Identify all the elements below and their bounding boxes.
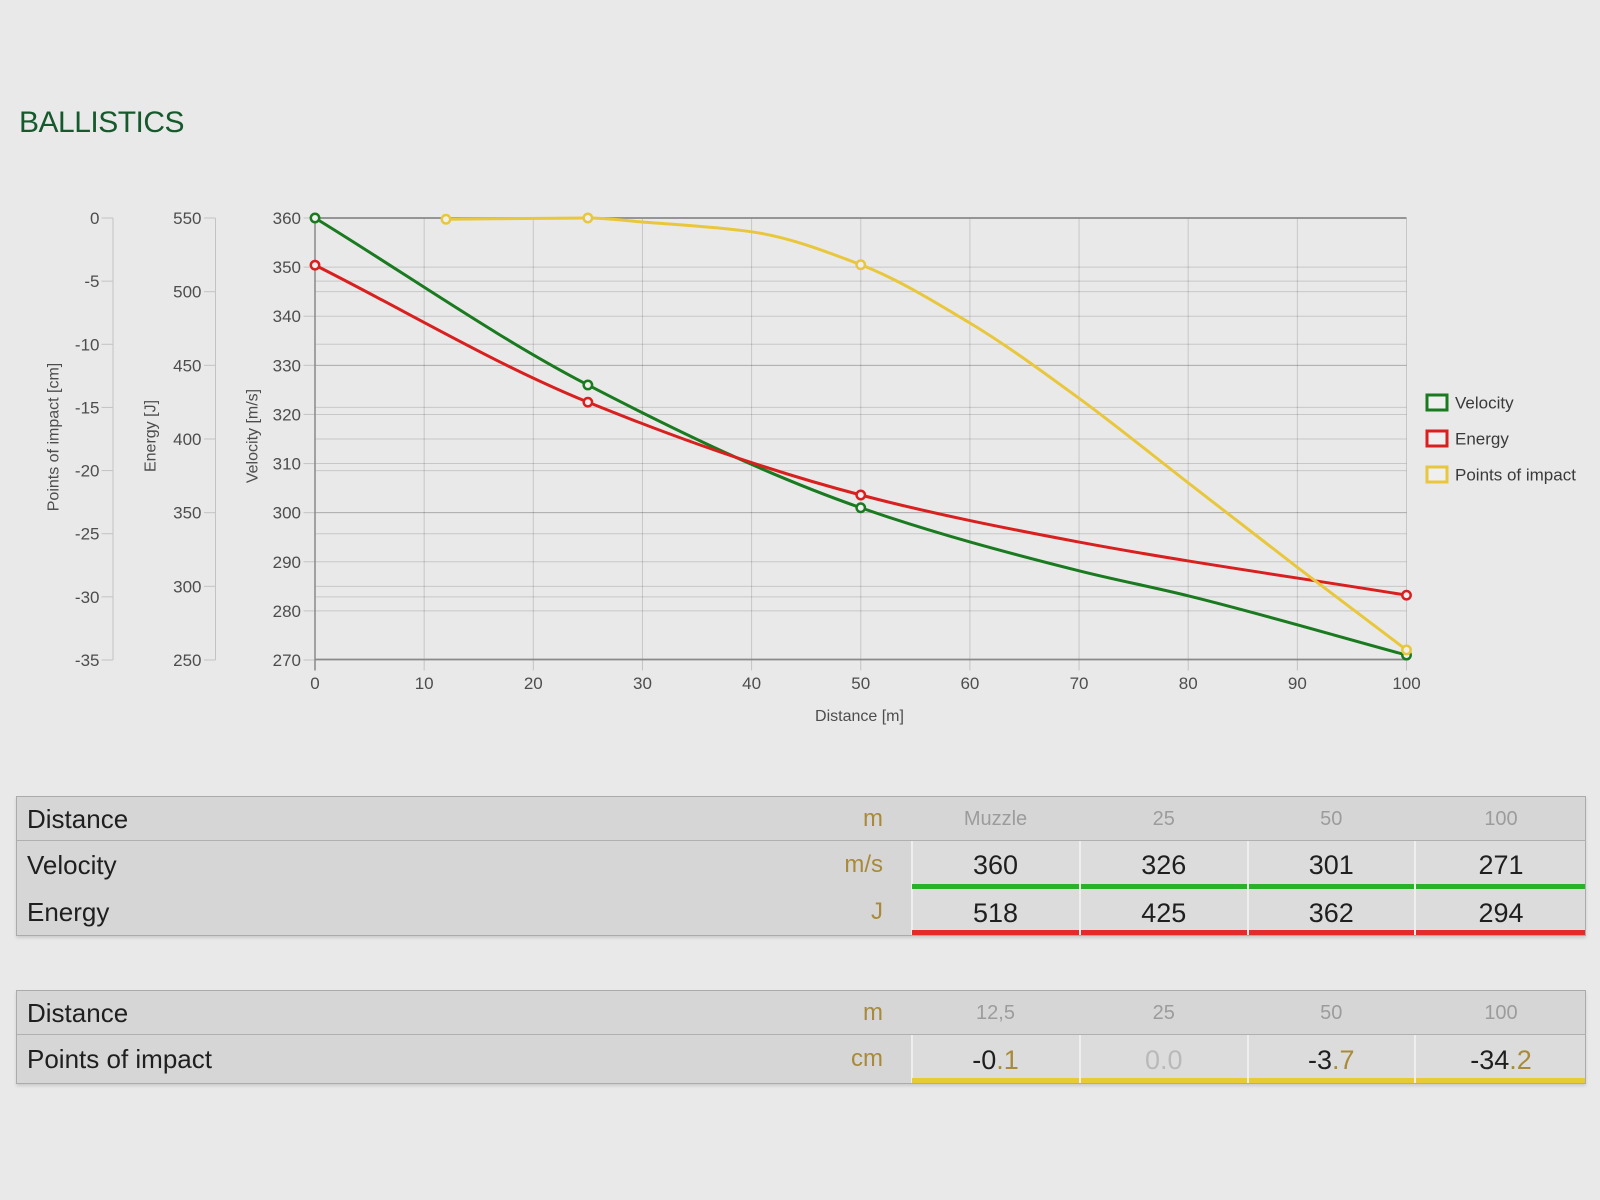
svg-text:-15: -15 [75, 398, 100, 417]
svg-text:400: 400 [173, 430, 201, 449]
svg-text:340: 340 [273, 307, 301, 326]
svg-text:320: 320 [273, 405, 301, 424]
svg-text:Energy: Energy [1455, 430, 1509, 449]
svg-text:40: 40 [742, 674, 761, 693]
svg-text:100: 100 [1392, 674, 1420, 693]
svg-text:350: 350 [273, 258, 301, 277]
svg-text:Distance [m]: Distance [m] [815, 708, 904, 725]
svg-text:-10: -10 [75, 335, 100, 354]
svg-text:-20: -20 [75, 462, 100, 481]
svg-text:-30: -30 [75, 588, 100, 607]
svg-text:550: 550 [173, 209, 201, 228]
svg-text:-25: -25 [75, 525, 100, 544]
svg-text:270: 270 [273, 651, 301, 670]
svg-text:Velocity [m/s]: Velocity [m/s] [245, 389, 262, 483]
svg-text:310: 310 [273, 455, 301, 474]
svg-text:360: 360 [273, 209, 301, 228]
svg-text:450: 450 [173, 356, 201, 375]
svg-text:60: 60 [960, 674, 979, 693]
svg-text:20: 20 [524, 674, 543, 693]
svg-text:-5: -5 [84, 272, 99, 291]
svg-text:350: 350 [173, 504, 201, 523]
svg-text:290: 290 [273, 553, 301, 572]
svg-text:Points of impact: Points of impact [1455, 466, 1576, 485]
svg-text:Velocity: Velocity [1455, 394, 1514, 413]
svg-text:0: 0 [310, 674, 319, 693]
svg-text:330: 330 [273, 356, 301, 375]
svg-text:10: 10 [415, 674, 434, 693]
svg-text:280: 280 [273, 602, 301, 621]
svg-text:30: 30 [633, 674, 652, 693]
svg-text:Energy [J]: Energy [J] [143, 400, 160, 472]
svg-text:300: 300 [273, 504, 301, 523]
svg-text:250: 250 [173, 651, 201, 670]
svg-text:Points of impact [cm]: Points of impact [cm] [46, 363, 63, 512]
svg-text:500: 500 [173, 283, 201, 302]
svg-text:-35: -35 [75, 651, 100, 670]
svg-text:50: 50 [851, 674, 870, 693]
svg-text:70: 70 [1070, 674, 1089, 693]
svg-text:80: 80 [1179, 674, 1198, 693]
svg-text:90: 90 [1288, 674, 1307, 693]
svg-text:300: 300 [173, 577, 201, 596]
svg-text:0: 0 [90, 209, 99, 228]
